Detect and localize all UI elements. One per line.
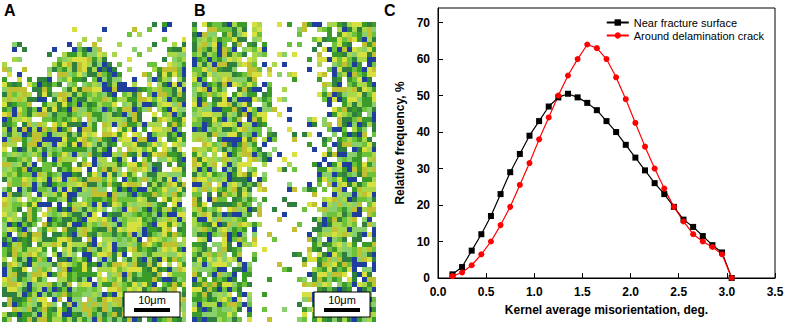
- svg-text:40: 40: [417, 125, 431, 139]
- svg-text:0.0: 0.0: [430, 285, 447, 299]
- svg-text:Relative frequency, %: Relative frequency, %: [393, 81, 407, 204]
- svg-text:Around delamination crack: Around delamination crack: [634, 30, 765, 42]
- svg-text:70: 70: [417, 16, 431, 30]
- svg-text:1.0: 1.0: [526, 285, 543, 299]
- svg-text:3.5: 3.5: [767, 285, 784, 299]
- html-text:A: A: [4, 2, 16, 19]
- svg-text:10: 10: [417, 235, 431, 249]
- svg-text:2.0: 2.0: [622, 285, 639, 299]
- svg-text:30: 30: [417, 162, 431, 176]
- svg-text:2.5: 2.5: [670, 285, 687, 299]
- svg-text:60: 60: [417, 52, 431, 66]
- svg-text:Kernel average misorientation,: Kernel average misorientation, deg.: [505, 303, 708, 317]
- svg-text:10μm: 10μm: [138, 294, 166, 306]
- svg-text:3.0: 3.0: [719, 285, 736, 299]
- html-text:C: C: [384, 2, 396, 19]
- svg-text:1.5: 1.5: [574, 285, 591, 299]
- svg-text:10μm: 10μm: [328, 294, 356, 306]
- svg-text:20: 20: [417, 198, 431, 212]
- svg-text:Near fracture surface: Near fracture surface: [634, 17, 737, 29]
- svg-text:0: 0: [423, 271, 430, 285]
- svg-text:0.5: 0.5: [478, 285, 495, 299]
- svg-text:50: 50: [417, 89, 431, 103]
- html-text:B: B: [194, 2, 206, 19]
